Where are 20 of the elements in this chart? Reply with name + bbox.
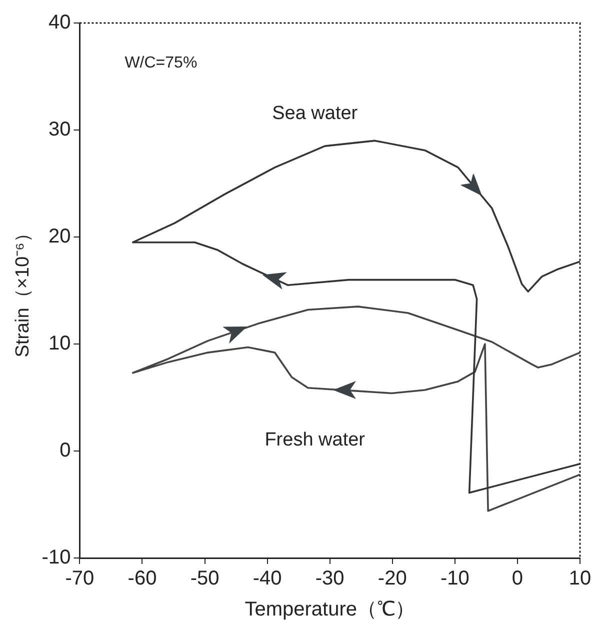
y-tick-label: 20	[48, 226, 71, 248]
y-tick-label: 10	[48, 332, 71, 355]
series-label: Sea water	[272, 103, 358, 124]
y-tick-label: -10	[42, 546, 71, 569]
x-tick-label: -60	[128, 568, 157, 590]
x-tick-label: -30	[315, 568, 344, 590]
x-tick-label: -10	[440, 568, 470, 590]
x-tick-label: -70	[65, 568, 94, 590]
x-tick-label: 10	[568, 568, 592, 590]
x-tick-label: -20	[378, 568, 407, 590]
y-axis-title: Strain（×10⁻⁶）	[12, 224, 34, 358]
x-tick-label: -50	[190, 568, 220, 590]
x-tick-label: 0	[512, 568, 524, 590]
y-tick-label: 40	[48, 12, 71, 34]
y-tick-label: 30	[48, 118, 71, 141]
y-tick-label: 0	[60, 440, 71, 462]
series-label: Fresh water	[264, 430, 366, 451]
x-tick-label: -40	[252, 568, 282, 590]
annotation: W/C=75%	[124, 54, 198, 72]
x-axis-title: Temperature（℃）	[244, 598, 415, 621]
